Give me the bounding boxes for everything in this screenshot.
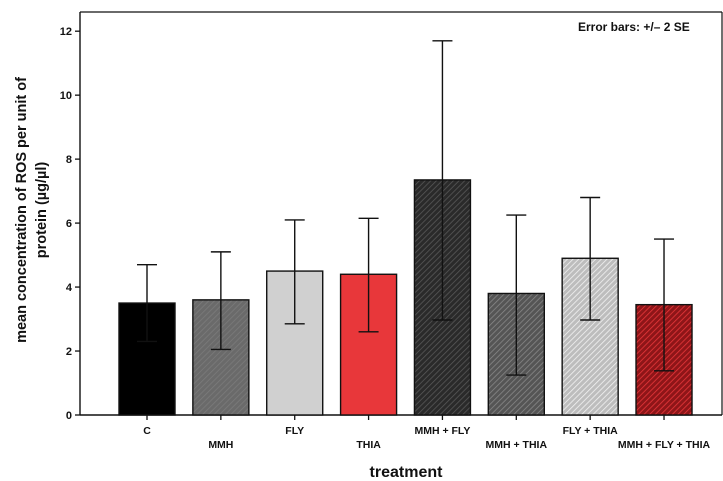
error-bar-note: Error bars: +/– 2 SE bbox=[578, 20, 690, 34]
x-tick-label: C bbox=[143, 425, 151, 437]
y-axis: 0 2 4 6 8 10 12 bbox=[60, 26, 80, 422]
y-tick-label: 8 bbox=[66, 154, 72, 166]
x-tick-label: FLY bbox=[285, 425, 304, 437]
y-axis-title-line-2: protein (µg/µl) bbox=[34, 162, 50, 259]
y-axis-title: mean concentration of ROS per unit of pr… bbox=[14, 77, 50, 343]
x-tick-label: MMH bbox=[208, 439, 233, 451]
y-tick-label: 4 bbox=[66, 282, 73, 294]
x-axis-title: treatment bbox=[370, 464, 444, 481]
y-tick-label: 12 bbox=[60, 26, 72, 38]
y-tick-label: 10 bbox=[60, 90, 72, 102]
x-tick-label: MMH + FLY + THIA bbox=[618, 439, 711, 451]
x-tick-label: THIA bbox=[356, 439, 381, 451]
x-tick-label: MMH + FLY bbox=[414, 425, 470, 437]
y-tick-label: 0 bbox=[66, 410, 72, 422]
x-axis-labels: C MMH FLY THIA MMH + FLY MMH + THIA FLY + THIA… bbox=[143, 415, 711, 451]
error-bars bbox=[137, 40, 675, 376]
x-tick-label: FLY + THIA bbox=[563, 425, 619, 437]
plot-frame bbox=[79, 11, 723, 416]
x-tick-label: MMH + THIA bbox=[486, 439, 548, 451]
y-tick-label: 2 bbox=[66, 346, 72, 358]
bars bbox=[118, 179, 693, 416]
y-tick-label: 6 bbox=[66, 218, 72, 230]
y-axis-title-line-1: mean concentration of ROS per unit of bbox=[14, 77, 30, 343]
